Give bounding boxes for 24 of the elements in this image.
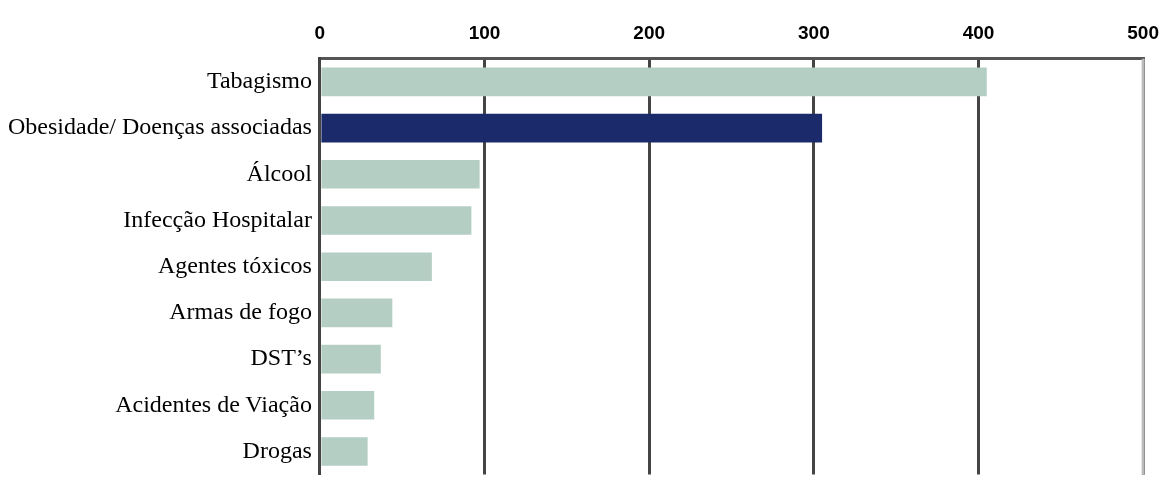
bar [321, 437, 368, 466]
y-tick-label: Infecção Hospitalar [123, 205, 312, 232]
x-tick-label: 200 [633, 21, 666, 43]
y-tick-label: DST’s [250, 344, 312, 371]
y-tick-label: Tabagismo [206, 67, 312, 94]
bar [321, 390, 375, 420]
bar [321, 159, 480, 189]
y-tick-label: Acidentes de Viação [115, 390, 312, 417]
bar [321, 67, 987, 97]
x-tick-label: 100 [468, 21, 501, 43]
bar [321, 113, 823, 143]
y-tick-label: Drogas [242, 436, 312, 463]
bar [321, 206, 472, 235]
y-tick-label: Armas de fogo [169, 298, 312, 325]
bar [321, 252, 432, 282]
y-tick-label: Álcool [246, 159, 313, 186]
x-tick-label: 0 [314, 21, 326, 43]
x-tick-label: 400 [962, 21, 995, 43]
bar [321, 344, 381, 374]
bar [321, 298, 393, 328]
x-tick-label: 300 [797, 21, 830, 43]
x-tick-label: 500 [1127, 21, 1159, 43]
y-tick-label: Agentes tóxicos [157, 252, 312, 278]
y-tick-label: Obesidade/ Doenças associadas [8, 113, 312, 140]
